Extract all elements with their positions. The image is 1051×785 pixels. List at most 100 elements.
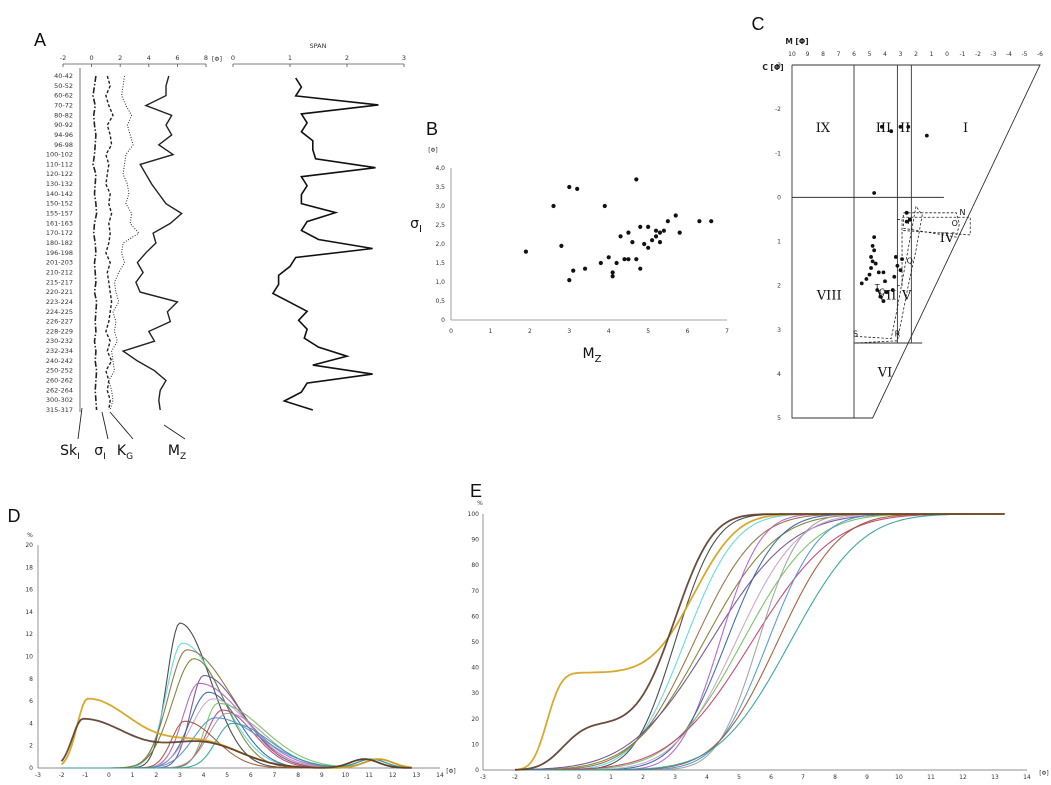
panel-a-legend-label-2: σI [94,443,106,462]
panel-c-point [880,124,884,129]
panel-c-field-label: VIII [816,288,842,303]
panel-c-xtick-label: -5 [1022,51,1028,58]
panel-b-point [677,230,682,235]
panel-d-ytick-label: 20 [25,542,33,549]
panel-e-curve [515,513,1005,771]
panel-b-ytick-label: 4,0 [435,165,445,172]
panel-a-sample-label: 110-112 [46,160,73,168]
panel-d-ytick-label: 14 [25,609,33,616]
panel-c-ytick-label: 3 [777,327,781,334]
panel-label-e: E [470,481,482,501]
panel-a-sample-label: 260-262 [46,377,73,385]
panel-e-y-unit: % [477,500,483,507]
panel-a-sample-label: 60-62 [54,92,73,100]
panel-e-curve [515,513,1005,771]
panel-c-point [864,277,869,281]
panel-c-point [892,274,897,279]
panel-a-series-1 [92,75,98,411]
panel-e-xtick-label: 7 [801,774,805,781]
panel-e-xtick-label: 14 [1023,774,1031,781]
panel-c-ytick-label: 2 [777,283,781,290]
panel-b-point [634,257,639,262]
panel-a-xtick-label: 6 [175,54,179,62]
panel-b-point [653,228,659,233]
panel-c-xtick-label: 8 [821,51,825,58]
panel-c-ytick-label: 1 [777,239,781,246]
panel-d-curve [60,717,412,769]
panel-a-unit-label: [Φ] [212,55,222,63]
panel-a-legend-arrow [77,407,83,440]
panel-a-sample-label: 220-221 [46,288,73,296]
panel-d-xtick-label: -3 [35,772,41,779]
panel-c-field-label: III [876,121,891,136]
panel-b-xlabel: MZ [583,346,602,365]
panel-c-xtick-label: -4 [1006,51,1012,58]
panel-c-xtick-label: -2 [975,51,981,58]
panel-d-x-unit: [Φ] [446,768,455,775]
panel-b-ytick-label: 2,5 [435,222,445,229]
panel-b-xtick-label: 3 [567,328,571,335]
panel-c-field-label: VII [876,288,897,303]
panel-c-point [904,210,909,215]
panel-d-xtick-label: 8 [296,772,300,779]
panel-e-xtick-label: 4 [705,774,709,781]
panel-c-xtick-label: 2 [914,51,918,58]
panel-b-point [606,255,611,260]
panel-e-curve [515,513,1005,771]
panel-a-sample-label: 210-212 [46,268,73,276]
panel-a-sample-label: 100-102 [46,151,73,159]
panel-e-xtick-label: -2 [512,774,518,781]
panel-c-xtick-label: 3 [899,51,903,58]
panel-d-xtick-label: 11 [365,772,373,779]
panel-d-ytick-label: 8 [29,676,33,683]
panel-b-point [646,224,651,229]
panel-c-point [875,288,880,292]
panel-d-ytick-label: 4 [29,720,33,727]
panel-a-sample-label: 130-132 [46,180,73,188]
panel-c-point [881,270,886,275]
panel-c-point [898,124,903,129]
panel-c-point [872,248,877,253]
panel-a-legend-label-2-main: σ [94,443,103,459]
panel-c-point [895,263,900,268]
panel-e-xtick-label: 0 [577,774,581,781]
panel-a-legend-label-1-main: Sk [60,443,78,459]
panel-d-ytick-label: 18 [25,564,33,571]
panel-d-xtick-label: 3 [178,772,182,779]
panel-a-legend-arrow [163,424,186,440]
panel-c-xtick-label: 7 [837,51,841,58]
panel-b-point [618,234,623,239]
panel-b-point [523,249,529,254]
panel-a-xtick-label: -2 [60,54,66,62]
panel-b-ylabel-sub: I [419,224,422,235]
panel-d-curve [61,622,412,769]
panel-b-point [575,186,580,191]
panel-b-point [622,257,627,262]
panel-a-sample-label: 161-163 [46,219,73,227]
panel-c-point [889,129,894,134]
panel-a-xtick-label: 2 [118,54,122,62]
panel-b-point [638,266,643,271]
panel-a-sample-label: 90-92 [54,121,73,129]
panel-c-point [907,217,912,222]
panel-a-sample-label: 315-317 [46,406,73,414]
panel-b-point [626,257,631,262]
panel-b-point [571,268,576,273]
panel-a-sample-label: 228-229 [46,327,73,335]
panel-c-ytick-label: 0 [777,194,781,201]
panel-d-xtick-label: 14 [436,772,444,779]
panel-b-point [638,224,643,229]
panel-d-curve [61,722,412,769]
panel-c-point [869,255,873,259]
panel-b-xtick-label: 1 [489,328,493,335]
panel-a-sample-label: 226-227 [46,318,73,326]
panel-a-span-title: SPAN [310,42,327,50]
panel-c-point [881,299,886,303]
panel-c-point-label: O [952,219,958,228]
panel-e-curve [514,513,1005,771]
panel-a-legend-label-3-sub: G [126,452,133,462]
panel-a-sample-label: 250-252 [46,367,73,375]
panel-b-point [665,219,670,224]
panel-b-point [649,238,655,243]
panel-c-point-label: Q [907,257,913,266]
